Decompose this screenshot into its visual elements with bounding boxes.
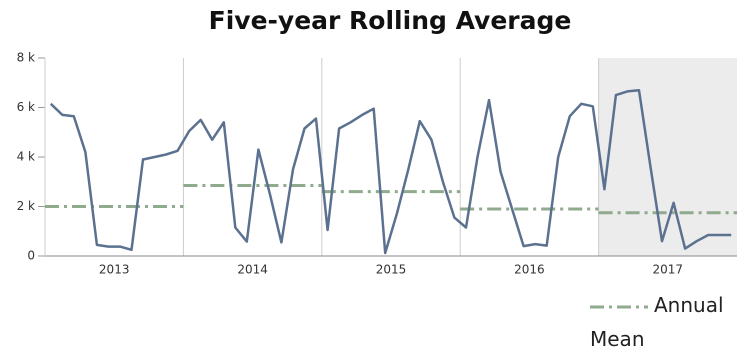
y-tick-label: 0 — [27, 249, 35, 263]
x-tick-label: 2016 — [514, 263, 545, 277]
x-tick-label: 2013 — [99, 263, 130, 277]
legend-marker — [590, 305, 648, 308]
y-tick-label: 6 k — [17, 100, 35, 114]
x-tick-label: 2014 — [237, 263, 268, 277]
data-line — [49, 88, 732, 255]
y-tick-label: 8 k — [17, 51, 35, 65]
legend: Annual Mean — [590, 288, 738, 356]
page: Five-year Rolling Average 0 2 k 4 k 6 k 8 k 2… — [16, 6, 737, 351]
chart: Five-year Rolling Average 0 2 k 4 k 6 k 8 k 2… — [17, 6, 737, 277]
x-tick-label: 2015 — [376, 263, 407, 277]
chart-title: Five-year Rolling Average — [209, 6, 572, 35]
y-tick-label: 2 k — [17, 199, 35, 213]
x-tick-label: 2017 — [653, 263, 684, 277]
y-tick-label: 4 k — [17, 150, 35, 164]
